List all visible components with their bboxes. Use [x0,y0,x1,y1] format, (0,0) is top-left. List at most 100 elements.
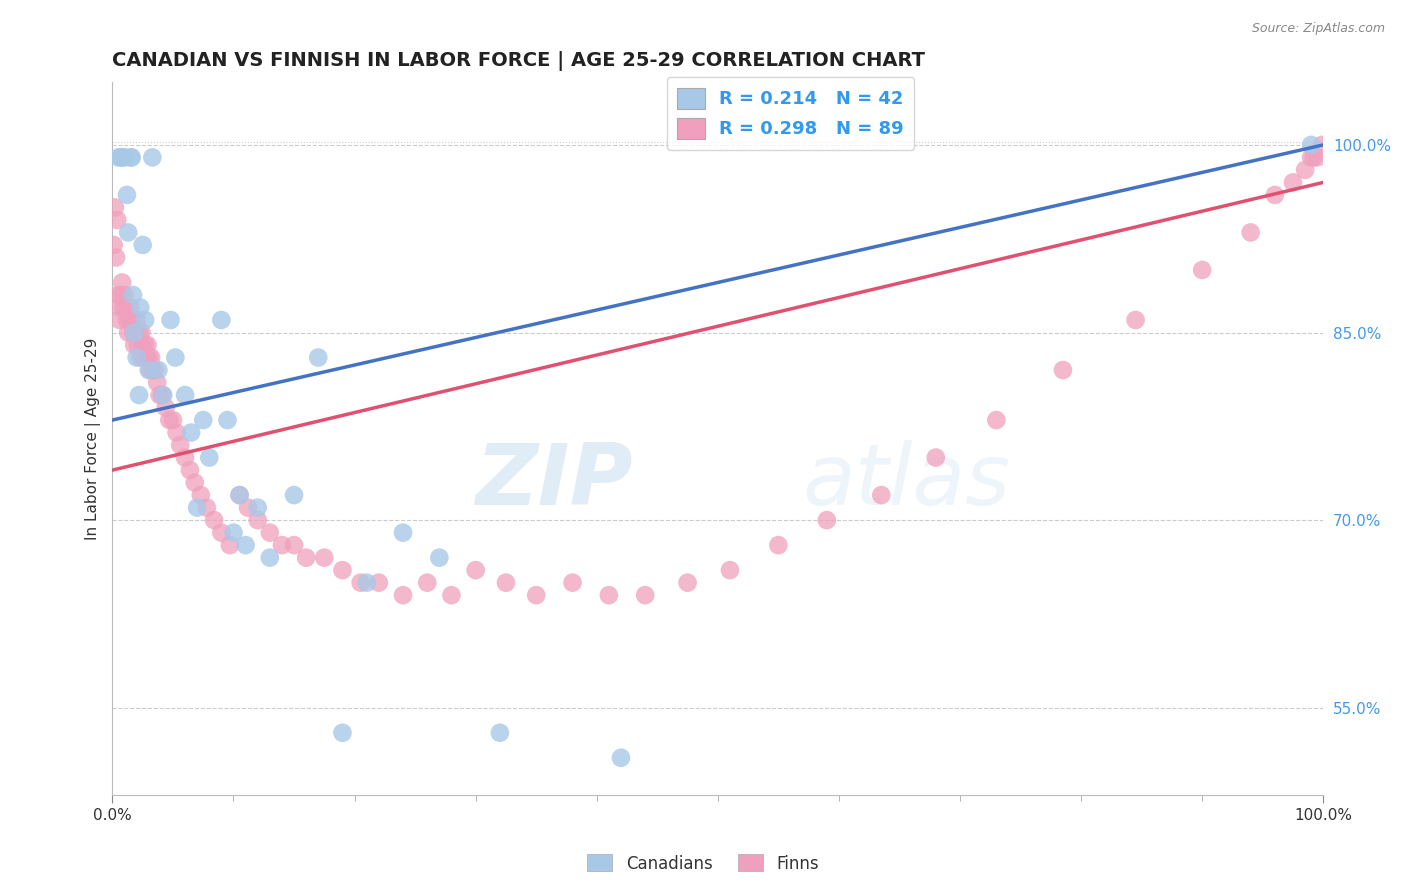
Point [259,525,281,540]
Point [524,588,547,602]
Point [986,413,1008,427]
Point [108,301,131,315]
Point [1294,162,1316,177]
Point [283,488,305,502]
Point [174,450,197,465]
Point [768,538,790,552]
Point [122,326,145,340]
Point [138,363,160,377]
Point [1301,150,1323,164]
Point [122,288,145,302]
Point [128,326,150,340]
Point [870,488,893,502]
Point [246,500,269,515]
Legend: Canadians, Finns: Canadians, Finns [581,847,825,880]
Point [489,725,512,739]
Point [111,150,134,164]
Point [159,313,181,327]
Point [143,363,166,377]
Point [464,563,486,577]
Point [1302,150,1324,164]
Point [610,751,633,765]
Point [186,500,208,515]
Point [367,575,389,590]
Point [598,588,620,602]
Point [141,351,163,365]
Point [718,563,741,577]
Point [1282,175,1305,189]
Point [132,351,155,365]
Point [165,351,187,365]
Point [125,313,148,327]
Point [134,313,156,327]
Text: Source: ZipAtlas.com: Source: ZipAtlas.com [1251,22,1385,36]
Point [112,301,135,315]
Point [495,575,517,590]
Point [1306,150,1329,164]
Point [115,313,138,327]
Point [121,150,143,164]
Point [193,413,215,427]
Point [141,150,163,164]
Point [209,313,232,327]
Point [107,288,129,302]
Point [108,313,131,327]
Point [162,413,184,427]
Point [236,500,259,515]
Point [440,588,463,602]
Point [105,213,128,227]
Point [110,150,132,164]
Point [235,538,257,552]
Point [114,288,136,302]
Point [128,388,150,402]
Point [141,363,163,377]
Point [218,538,240,552]
Point [146,376,169,390]
Point [104,201,127,215]
Point [129,351,152,365]
Point [131,326,153,340]
Point [120,150,142,164]
Point [332,563,354,577]
Point [138,351,160,365]
Point [127,338,149,352]
Point [392,588,415,602]
Point [114,301,136,315]
Point [332,725,354,739]
Point [155,401,177,415]
Point [427,550,450,565]
Point [202,513,225,527]
Point [295,550,318,565]
Point [139,363,162,377]
Point [314,550,336,565]
Point [259,550,281,565]
Point [117,226,139,240]
Point [118,313,141,327]
Point [121,313,143,327]
Text: ZIP: ZIP [475,440,633,523]
Point [166,425,188,440]
Text: atlas: atlas [803,440,1011,523]
Point [129,301,152,315]
Point [135,351,157,365]
Point [148,363,170,377]
Point [271,538,294,552]
Point [131,238,153,252]
Point [125,351,148,365]
Point [1125,313,1147,327]
Point [1264,188,1286,202]
Text: CANADIAN VS FINNISH IN LABOR FORCE | AGE 25-29 CORRELATION CHART: CANADIAN VS FINNISH IN LABOR FORCE | AGE… [112,51,925,70]
Point [122,338,145,352]
Point [198,450,221,465]
Point [169,438,191,452]
Point [105,251,128,265]
Point [925,450,948,465]
Point [283,538,305,552]
Point [110,288,132,302]
Point [122,326,145,340]
Point [115,188,138,202]
Point [184,475,207,490]
Point [634,588,657,602]
Point [134,338,156,352]
Point [209,525,232,540]
